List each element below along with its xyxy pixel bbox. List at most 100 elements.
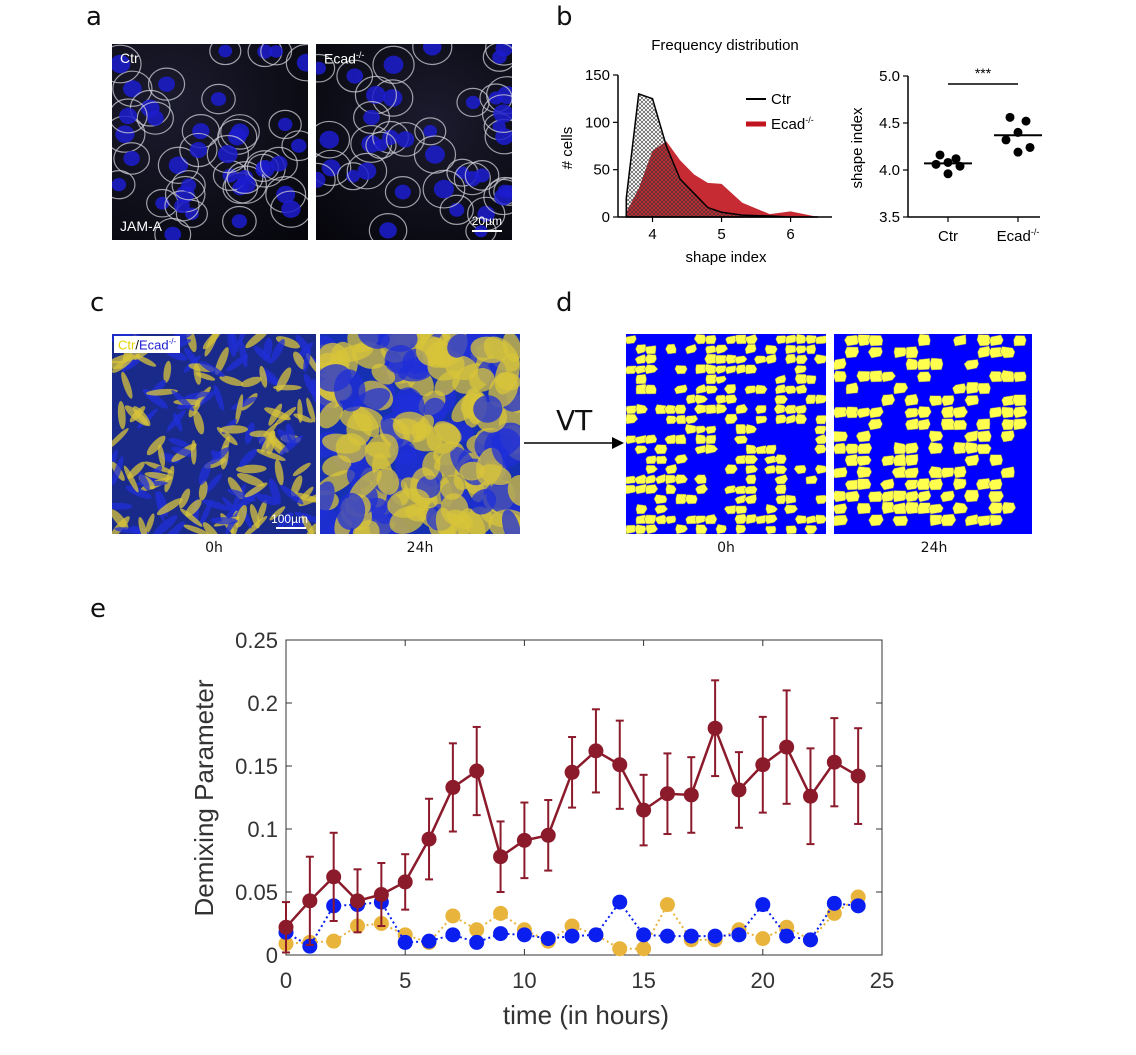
- y-tick-label: 0.1: [247, 817, 278, 842]
- data-point: [1013, 147, 1023, 157]
- data-point: [731, 782, 747, 798]
- data-point: [802, 788, 818, 804]
- caption-c-24h: 24h: [406, 540, 434, 556]
- series-line-2: [285, 896, 859, 950]
- data-point: [1013, 127, 1023, 137]
- data-point: [588, 927, 604, 943]
- data-point: [802, 932, 818, 948]
- data-point: [540, 933, 556, 949]
- y-tick-label: 0.2: [247, 691, 278, 716]
- plot-frame: [285, 639, 883, 956]
- data-point: [397, 927, 413, 943]
- data-point: [612, 941, 628, 957]
- data-point: [302, 938, 318, 954]
- data-point: [731, 927, 747, 943]
- simulation-24h-cells: [834, 334, 1032, 534]
- data-point: [850, 889, 866, 905]
- data-point: [850, 768, 866, 784]
- legend-ctr-ecad: Ctr/Ecad-/-: [114, 336, 181, 354]
- y-tick-label: 0: [602, 209, 610, 226]
- data-point: [421, 934, 437, 950]
- x-tick-label: Ctr: [938, 228, 958, 245]
- simulation-0h: [626, 334, 826, 534]
- data-point: [421, 831, 437, 847]
- data-point: [540, 827, 556, 843]
- data-point: [302, 893, 318, 909]
- data-point: [540, 931, 556, 947]
- data-point: [826, 895, 842, 911]
- data-point: [516, 927, 532, 943]
- scale-bar-label: 100µm: [271, 512, 308, 526]
- y-tick-label: 0.05: [235, 880, 278, 905]
- data-point: [707, 932, 723, 948]
- x-tick-label: 25: [870, 968, 894, 993]
- data-point: [802, 932, 818, 948]
- micrograph-ecad: Ecad-/- 20µm: [316, 44, 512, 240]
- data-point: [943, 169, 953, 179]
- data-point: [707, 720, 723, 736]
- significance-stars: ***: [975, 65, 992, 81]
- micrograph-ctr-label: Ctr: [120, 50, 139, 66]
- data-point: [755, 931, 771, 947]
- y-tick-label: 50: [593, 162, 610, 179]
- data-point: [636, 941, 652, 957]
- y-tick-label: 0: [266, 943, 278, 968]
- x-axis-label: time (in hours): [503, 1000, 669, 1030]
- y-tick-label: 100: [585, 114, 610, 131]
- x-tick-label: 4: [648, 226, 656, 243]
- y-tick-label: 4.0: [879, 162, 900, 179]
- data-point: [373, 894, 389, 910]
- data-point: [588, 927, 604, 943]
- chart-title: Frequency distribution: [651, 37, 799, 54]
- data-point: [935, 150, 945, 160]
- fluorescence-24h-cells: [320, 334, 520, 534]
- y-axis-label: shape index: [849, 107, 866, 188]
- fluorescence-0h: Ctr/Ecad-/- 100µm: [112, 334, 316, 534]
- legend-ctr: Ctr: [771, 91, 791, 108]
- data-point: [278, 924, 294, 940]
- series-line-0: [285, 724, 859, 929]
- data-point: [731, 922, 747, 938]
- data-point: [1021, 116, 1031, 126]
- x-tick-label: Ecad-/-: [997, 227, 1040, 245]
- x-tick-label: 5: [717, 226, 725, 243]
- x-tick-label: 5: [399, 968, 411, 993]
- data-point: [445, 779, 461, 795]
- series-line-1: [285, 900, 859, 948]
- series-ctr-area: [625, 92, 819, 218]
- legend: Ctr Ecad-/-: [746, 91, 814, 133]
- data-point: [826, 754, 842, 770]
- data-point: [951, 154, 961, 164]
- data-point: [445, 908, 461, 924]
- x-tick-label: 15: [631, 968, 655, 993]
- data-point: [826, 905, 842, 921]
- data-point: [612, 757, 628, 773]
- panel-label-c: c: [90, 288, 105, 318]
- data-point: [516, 832, 532, 848]
- caption-c-0h: 0h: [205, 540, 223, 556]
- panel-label-e: e: [90, 594, 106, 624]
- series-ecad-area: [626, 141, 819, 217]
- data-point: [564, 918, 580, 934]
- data-point: [469, 934, 485, 950]
- data-point: [469, 763, 485, 779]
- y-tick-label: 150: [585, 67, 610, 84]
- data-point: [636, 802, 652, 818]
- data-point: [659, 786, 675, 802]
- panel-label-b: b: [556, 2, 573, 32]
- data-point: [943, 157, 953, 167]
- simulation-24h: [834, 334, 1032, 534]
- scale-bar: [472, 230, 502, 232]
- x-tick-label: 0: [280, 968, 292, 993]
- data-point: [931, 159, 941, 169]
- data-point: [755, 897, 771, 913]
- data-point: [350, 897, 366, 913]
- panel-label-a: a: [86, 2, 102, 32]
- data-point: [636, 927, 652, 943]
- fluorescence-24h: [320, 334, 520, 534]
- micrograph-ctr: Ctr JAM-A: [112, 44, 308, 240]
- data-point: [373, 916, 389, 931]
- micrograph-ctr-cells: [112, 44, 308, 240]
- data-point: [659, 897, 675, 913]
- panel-label-d: d: [556, 288, 573, 318]
